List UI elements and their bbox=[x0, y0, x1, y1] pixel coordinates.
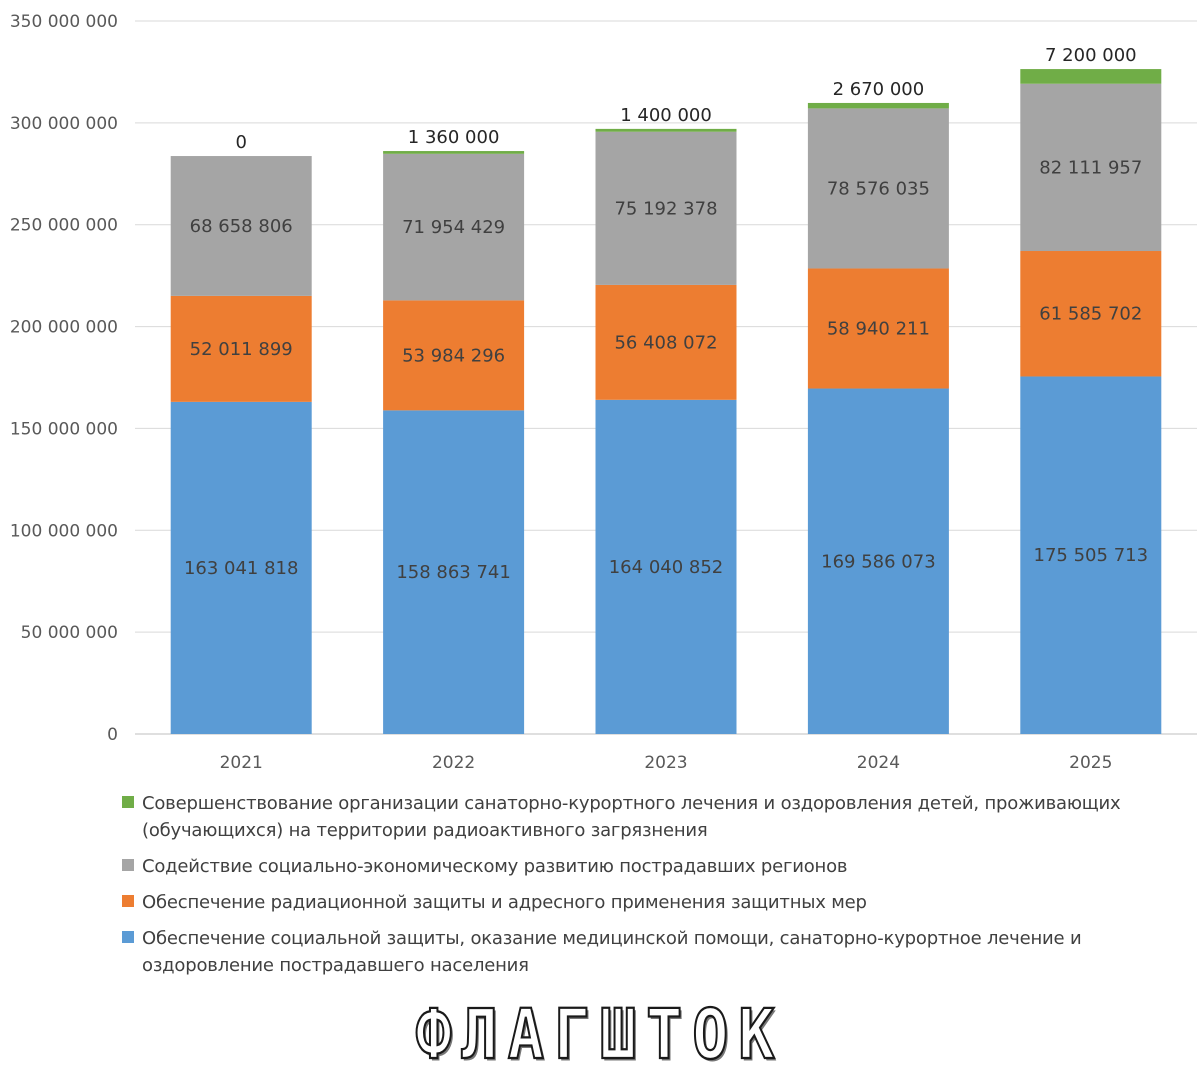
data-label: 175 505 713 bbox=[1034, 545, 1149, 566]
bars bbox=[170, 69, 1162, 734]
legend-label: Обеспечение радиационной защиты и адресн… bbox=[142, 892, 867, 913]
x-tick-label: 2023 bbox=[644, 753, 687, 773]
legend-label: Обеспечение социальной защиты, оказание … bbox=[142, 928, 1082, 976]
bar-segment bbox=[807, 388, 949, 734]
data-label: 82 111 957 bbox=[1039, 157, 1142, 178]
legend-label: Содействие социально-экономическому разв… bbox=[142, 856, 848, 877]
y-tick-label: 50 000 000 bbox=[21, 623, 118, 643]
data-label: 163 041 818 bbox=[184, 558, 299, 579]
bar-segment bbox=[1020, 83, 1162, 252]
data-label: 56 408 072 bbox=[614, 332, 717, 353]
bar-segment bbox=[383, 300, 525, 411]
y-tick-label: 0 bbox=[107, 725, 118, 745]
data-label: 61 585 702 bbox=[1039, 304, 1142, 325]
data-label: 169 586 073 bbox=[821, 551, 936, 572]
y-tick-label: 250 000 000 bbox=[10, 216, 118, 236]
legend-swatch-orange bbox=[122, 895, 134, 907]
x-tick-label: 2025 bbox=[1069, 753, 1112, 773]
data-label: 0 bbox=[235, 132, 246, 153]
legend: Совершенствование организации санаторно-… bbox=[122, 790, 1122, 988]
bar-segment bbox=[807, 268, 949, 389]
legend-item-social-protection: Обеспечение социальной защиты, оказание … bbox=[122, 925, 1122, 979]
x-tick-label: 2021 bbox=[220, 753, 263, 773]
bar-segment bbox=[383, 153, 525, 301]
bar-segment bbox=[1020, 251, 1162, 377]
y-axis-tick-labels: 0 50 000 000 100 000 000 150 000 000 200 000… bbox=[10, 12, 118, 745]
legend-item-regional-development: Содействие социально-экономическому разв… bbox=[122, 853, 1122, 880]
bar-segment bbox=[170, 295, 312, 402]
legend-swatch-blue bbox=[122, 931, 134, 943]
bar-segment bbox=[595, 128, 737, 132]
y-tick-label: 150 000 000 bbox=[10, 419, 118, 439]
y-tick-label: 200 000 000 bbox=[10, 318, 118, 338]
data-labels: 163 041 818 52 011 899 68 658 806 0 158 863 … bbox=[184, 45, 1148, 583]
data-label: 53 984 296 bbox=[402, 345, 505, 366]
bar-segment bbox=[807, 102, 949, 109]
data-label: 7 200 000 bbox=[1045, 45, 1137, 66]
legend-item-radiation-protection: Обеспечение радиационной защиты и адресн… bbox=[122, 889, 1122, 916]
data-label: 78 576 035 bbox=[827, 178, 930, 199]
data-label: 2 670 000 bbox=[833, 79, 925, 100]
bar-segment bbox=[595, 399, 737, 734]
x-tick-label: 2022 bbox=[432, 753, 475, 773]
watermark-logo: ФЛАГШТОК bbox=[415, 994, 776, 1077]
data-label: 158 863 741 bbox=[396, 562, 511, 583]
x-tick-label: 2024 bbox=[857, 753, 900, 773]
data-label: 71 954 429 bbox=[402, 217, 505, 238]
data-label: 164 040 852 bbox=[609, 557, 724, 578]
y-tick-label: 300 000 000 bbox=[10, 114, 118, 134]
bar-segment bbox=[1020, 376, 1162, 734]
data-label: 1 400 000 bbox=[620, 105, 712, 126]
bar-segment bbox=[595, 284, 737, 400]
y-tick-label: 350 000 000 bbox=[10, 12, 118, 32]
x-axis-tick-labels: 2021 2022 2023 2024 2025 bbox=[220, 753, 1113, 773]
bar-segment bbox=[383, 151, 525, 154]
legend-swatch-green bbox=[122, 796, 134, 808]
data-label: 1 360 000 bbox=[408, 127, 500, 148]
bar-segment bbox=[595, 131, 737, 285]
data-label: 68 658 806 bbox=[190, 216, 293, 237]
legend-label: Совершенствование организации санаторно-… bbox=[142, 793, 1121, 841]
data-label: 75 192 378 bbox=[614, 198, 717, 219]
bar-segment bbox=[383, 410, 525, 734]
legend-swatch-gray bbox=[122, 859, 134, 871]
bar-segment bbox=[1020, 69, 1162, 84]
y-tick-label: 100 000 000 bbox=[10, 521, 118, 541]
legend-item-sanatorium-children: Совершенствование организации санаторно-… bbox=[122, 790, 1122, 844]
bar-segment bbox=[807, 108, 949, 269]
data-label: 52 011 899 bbox=[190, 339, 293, 360]
watermark-text: ФЛАГШТОК bbox=[415, 994, 785, 1077]
data-label: 58 940 211 bbox=[827, 318, 930, 339]
bar-segment bbox=[170, 156, 312, 296]
bar-segment bbox=[170, 401, 312, 734]
